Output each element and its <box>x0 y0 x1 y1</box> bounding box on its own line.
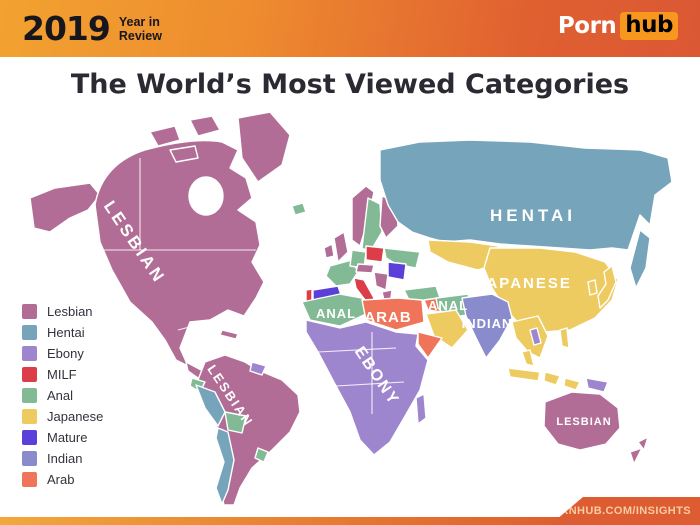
legend-item-mature: Mature <box>22 427 103 448</box>
region-indonesia-3 <box>563 377 581 391</box>
footer-url: PORNHUB.COM/INSIGHTS <box>543 505 691 517</box>
legend-label: Indian <box>47 451 83 466</box>
legend-item-lesbian: Lesbian <box>22 301 103 322</box>
region-madagascar <box>415 393 427 425</box>
region-north-america <box>94 139 265 367</box>
africa-border-1 <box>317 347 397 353</box>
map-label-indian: INDIAN <box>462 316 513 331</box>
region-uk <box>333 231 349 263</box>
legend-swatch-japanese <box>22 409 37 424</box>
legend-label: Lesbian <box>47 304 93 319</box>
legend-item-japanese: Japanese <box>22 406 103 427</box>
region-korea <box>587 279 598 296</box>
region-iceland <box>291 202 307 216</box>
map-label-hentai: HENTAI <box>490 206 576 225</box>
subtitle-line1: Year in <box>118 14 160 29</box>
legend-item-indian: Indian <box>22 448 103 469</box>
legend-label: MILF <box>47 367 77 382</box>
africa-border-2 <box>335 381 405 387</box>
page-title: The World’s Most Viewed Categories <box>70 69 630 100</box>
legend-label: Ebony <box>47 346 84 361</box>
legend-label: Japanese <box>47 409 104 424</box>
legend-swatch-arab <box>22 472 37 487</box>
region-papua-new-guinea <box>585 377 609 393</box>
region-philippines <box>559 327 570 349</box>
legend-swatch-lesbian <box>22 304 37 319</box>
year-in-review-label: Year in Review <box>119 15 162 43</box>
legend-item-ebony: Ebony <box>22 343 103 364</box>
region-alaska <box>29 182 101 233</box>
logo-hub-badge: hub <box>620 12 678 40</box>
region-libya-egypt <box>361 297 425 331</box>
region-arctic-island-2 <box>189 115 221 137</box>
legend-item-anal: Anal <box>22 385 103 406</box>
region-romania-bulgaria <box>387 261 407 281</box>
subtitle-line2: Review <box>118 28 162 43</box>
legend-label: Arab <box>47 472 75 487</box>
footer-ribbon: PORNHUB.COM/INSIGHTS <box>550 497 700 525</box>
year-label: 2019 <box>22 9 111 48</box>
map-label-arab: ARAB <box>364 309 411 326</box>
region-laos <box>529 327 542 346</box>
region-australia <box>543 391 621 451</box>
map-label-anal-nw-africa: ANAL <box>316 306 356 321</box>
region-kamchatka <box>629 229 651 289</box>
region-horn-of-africa <box>417 331 443 359</box>
legend-swatch-ebony <box>22 346 37 361</box>
region-arctic-island-1 <box>149 125 181 147</box>
legend-item-arab: Arab <box>22 469 103 490</box>
region-new-zealand-north <box>637 436 649 451</box>
region-saudi-arabia <box>425 309 469 349</box>
region-japan <box>597 265 617 309</box>
region-sub-saharan-africa <box>305 319 429 456</box>
region-se-asia <box>511 315 549 359</box>
region-sweden <box>361 197 383 253</box>
legend-swatch-hentai <box>22 325 37 340</box>
legend-label: Hentai <box>47 325 85 340</box>
region-malay <box>521 349 535 367</box>
region-cuba <box>219 329 239 340</box>
us-mexico-border <box>177 319 217 331</box>
region-arctic-island-3 <box>169 145 199 163</box>
region-indonesia-2 <box>543 371 561 386</box>
region-czech-austria <box>355 263 375 274</box>
legend-swatch-mature <box>22 430 37 445</box>
region-indonesia-1 <box>507 367 541 382</box>
region-guyanas <box>249 361 267 376</box>
header-bar: 2019 Year in Review Porn hub <box>0 0 700 57</box>
legend-swatch-anal <box>22 388 37 403</box>
legend-label: Anal <box>47 388 74 403</box>
region-greenland <box>237 111 291 183</box>
legend-label: Mature <box>47 430 88 445</box>
legend-swatch-indian <box>22 451 37 466</box>
region-new-zealand-south <box>629 447 643 465</box>
region-uruguay <box>254 447 269 463</box>
pornhub-logo: Porn hub <box>558 12 678 40</box>
legend-item-hentai: Hentai <box>22 322 103 343</box>
legend-item-milf: MILF <box>22 364 103 385</box>
region-peru <box>195 384 226 427</box>
map-label-lesbian-aus: LESBIAN <box>556 416 611 428</box>
logo-porn-text: Porn <box>557 13 617 39</box>
hudson-bay <box>188 176 224 216</box>
region-china-mongolia <box>483 247 619 333</box>
legend: Lesbian Hentai Ebony MILF Anal Japanese … <box>22 301 103 490</box>
region-india <box>461 293 513 359</box>
map-label-anal-iran: ANAL <box>428 298 468 313</box>
bottom-orange-strip <box>0 517 700 525</box>
region-poland <box>365 245 385 263</box>
region-ireland <box>323 243 335 259</box>
region-chile <box>215 427 235 505</box>
legend-swatch-milf <box>22 367 37 382</box>
region-bolivia <box>224 411 247 434</box>
region-russia <box>379 139 673 251</box>
map-label-japanese: JAPANESE <box>476 275 572 292</box>
region-balkans <box>373 271 389 291</box>
